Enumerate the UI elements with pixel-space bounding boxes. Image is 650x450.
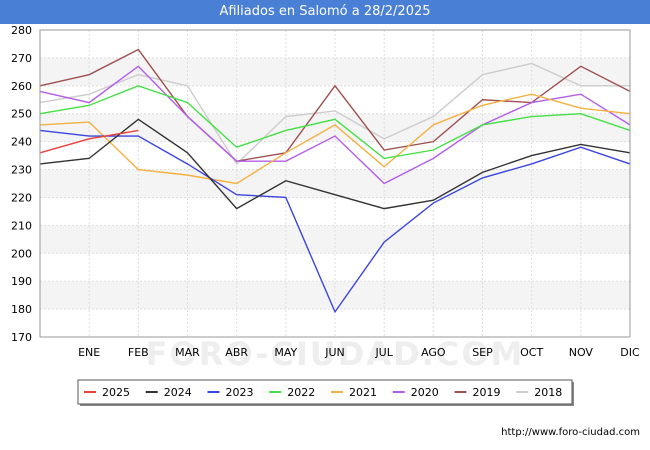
series-line-2021 [39,93,631,185]
y-tick-labels: 170 180 190 200 210 220 230 240 250 260 270 280 [11,24,32,344]
x-tick-label: SEP [472,346,493,359]
series-line-2020 [39,65,631,185]
y-tick-label: 240 [11,136,32,149]
x-tick-label: FEB [128,346,149,359]
watermark: FORO-CIUDAD.COM [146,335,525,373]
legend-label-2022: 2022 [287,386,315,399]
y-tick-label: 190 [11,275,32,288]
legend-label-2021: 2021 [349,386,377,399]
y-tick-label: 180 [11,303,32,316]
series-line-2022 [39,85,631,160]
y-tick-label: 210 [11,219,32,232]
y-tick-label: 270 [11,52,32,65]
legend-box [77,379,573,405]
x-tick-label: JUN [324,346,345,359]
legend-label-2023: 2023 [226,386,254,399]
y-tick-label: 260 [11,80,32,93]
source-link[interactable]: http://www.foro-ciudad.com [501,427,640,438]
legend-label-2018: 2018 [534,386,562,399]
series-line-2024 [39,118,631,210]
y-tick-label: 170 [11,331,32,344]
chart-title: Afiliados en Salomó a 28/2/2025 [0,0,650,24]
plot-frame [39,29,631,338]
legend-label-2020: 2020 [411,386,439,399]
legend: 2025 2024 2023 2022 2021 2020 2019 2018 [77,379,574,406]
legend-label-2019: 2019 [473,386,501,399]
x-tick-label: JUL [374,346,393,359]
series-lines [39,48,631,314]
y-tick-label: 250 [11,108,32,121]
y-tick-label: 200 [11,247,32,260]
x-tick-label: ENE [78,346,100,359]
axes [39,29,631,338]
legend-label-2024: 2024 [164,386,192,399]
x-tick-label: AGO [421,346,446,359]
y-tick-label: 220 [11,191,32,204]
series-line-2018 [39,62,630,166]
x-tick-labels: ENE FEB MAR ABR MAY JUN JUL AGO SEP OCT NOV DIC [78,346,640,359]
series-line-2025 [39,129,139,154]
x-tick-label: MAY [274,346,297,359]
x-tick-label: DIC [620,346,640,359]
x-tick-label: OCT [520,346,543,359]
series-line-2023 [39,129,631,314]
legend-label-2025: 2025 [102,386,130,399]
y-tick-label: 230 [11,164,32,177]
y-tick-label: 280 [11,24,32,37]
x-tick-label: NOV [569,346,594,359]
x-tick-label: MAR [175,346,200,359]
x-tick-label: ABR [225,346,248,359]
